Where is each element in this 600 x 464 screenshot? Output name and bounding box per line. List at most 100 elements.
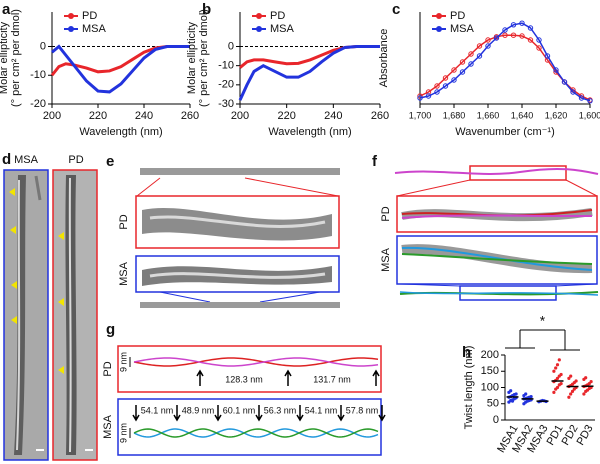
data-line [419, 34, 591, 101]
data-point [570, 389, 575, 393]
legend-label: PD [82, 10, 97, 22]
twist-model [129, 357, 386, 438]
data-point [589, 380, 593, 384]
arrow [378, 405, 386, 422]
panel-label: c [392, 1, 400, 18]
strand [133, 357, 379, 367]
arrow [296, 405, 304, 422]
arrow [214, 405, 222, 422]
data-point [559, 382, 563, 386]
row-label: MSA [380, 247, 392, 272]
twist-length: 131.7 nm [313, 374, 351, 384]
row-label: PD [380, 206, 392, 221]
row-label: MSA [118, 261, 130, 286]
legend-swatch [256, 13, 262, 19]
data-point [442, 75, 449, 81]
data-point [569, 374, 573, 378]
arrow [284, 369, 292, 386]
data-point [468, 61, 474, 67]
data-point [514, 392, 518, 396]
data-point [502, 32, 508, 38]
significance-bracket [505, 329, 580, 351]
panel-label: h [462, 344, 471, 361]
data-point [510, 32, 517, 38]
strand [133, 357, 379, 367]
panel-label: g [106, 321, 115, 338]
legend-label: MSA [270, 23, 295, 35]
x-axis-label: Wavenumber (cm⁻¹) [455, 126, 555, 138]
legend-swatch [256, 26, 262, 32]
frame [117, 398, 382, 456]
data-point [510, 22, 517, 28]
data-point [493, 35, 500, 41]
data-point [555, 385, 560, 390]
row-label: PD [118, 214, 130, 229]
data-line [238, 45, 380, 101]
twist-length: 54.1 nm [141, 405, 174, 415]
panel-title: PD [68, 154, 83, 166]
strand [133, 428, 379, 438]
data-point [459, 59, 466, 65]
arrow [337, 405, 345, 422]
x-tick-label: 1,680 [443, 110, 466, 120]
x-tick-label: PD3 [575, 423, 596, 448]
legend-swatch [436, 13, 442, 19]
data-point [587, 98, 593, 104]
y-tick-label: 50 [487, 398, 499, 410]
data-point [570, 89, 576, 95]
x-tick-label: 240 [135, 110, 153, 122]
twist-length: 48.9 nm [182, 405, 215, 415]
data-point [569, 392, 573, 396]
data-point [434, 89, 440, 95]
row-label: PD [102, 361, 114, 376]
annotation: * [540, 313, 546, 329]
y-tick-label: 0 [40, 40, 46, 52]
y-tick-label: -30 [218, 98, 234, 110]
twist-length: 60.1 nm [223, 405, 256, 415]
x-tick-label: 220 [89, 110, 107, 122]
panel-title: MSA [14, 154, 39, 166]
data-point [567, 395, 571, 399]
y-axis-label: (° per cm² per dmol) [10, 9, 22, 107]
data-point [459, 69, 466, 75]
twist-length: 57.8 nm [346, 405, 379, 415]
data-point [434, 83, 440, 89]
data-point [442, 83, 449, 89]
legend-swatch [436, 26, 442, 32]
fibril-model [135, 168, 340, 308]
legend-label: PD [450, 10, 465, 22]
legend-swatch [68, 13, 74, 19]
scale-label: 9 nm [118, 423, 128, 443]
data-point [561, 79, 568, 85]
data-point [417, 95, 423, 101]
x-axis-label: Wavelength (nm) [268, 126, 351, 138]
x-tick-label: 1,620 [545, 110, 568, 120]
data-point [509, 389, 513, 393]
x-axis-label: Wavelength (nm) [79, 126, 162, 138]
x-tick-label: 260 [371, 110, 389, 122]
y-axis-label: Twist length (nm) [463, 346, 475, 430]
legend-swatch [68, 26, 74, 32]
y-tick-label: -20 [218, 79, 234, 91]
strand [133, 428, 379, 438]
data-point [584, 376, 588, 380]
arrow [372, 369, 380, 386]
data-point [555, 376, 560, 380]
data-point [529, 395, 533, 399]
x-tick-label: 240 [324, 110, 342, 122]
y-tick-label: 0 [493, 414, 499, 426]
scale-label: 9 nm [118, 352, 128, 372]
data-point [536, 45, 542, 51]
x-tick-label: 1,600 [579, 110, 600, 120]
row-label: MSA [102, 414, 114, 439]
data-point [476, 53, 483, 59]
y-tick-label: 0 [228, 40, 234, 52]
fibril-fit [394, 165, 599, 301]
y-axis-label: Molar ellipticity [186, 21, 198, 94]
data-point [519, 33, 525, 39]
y-tick-label: -20 [30, 98, 46, 110]
panel-label: b [202, 1, 211, 18]
x-tick-label: 200 [43, 110, 61, 122]
data-point [554, 366, 558, 370]
